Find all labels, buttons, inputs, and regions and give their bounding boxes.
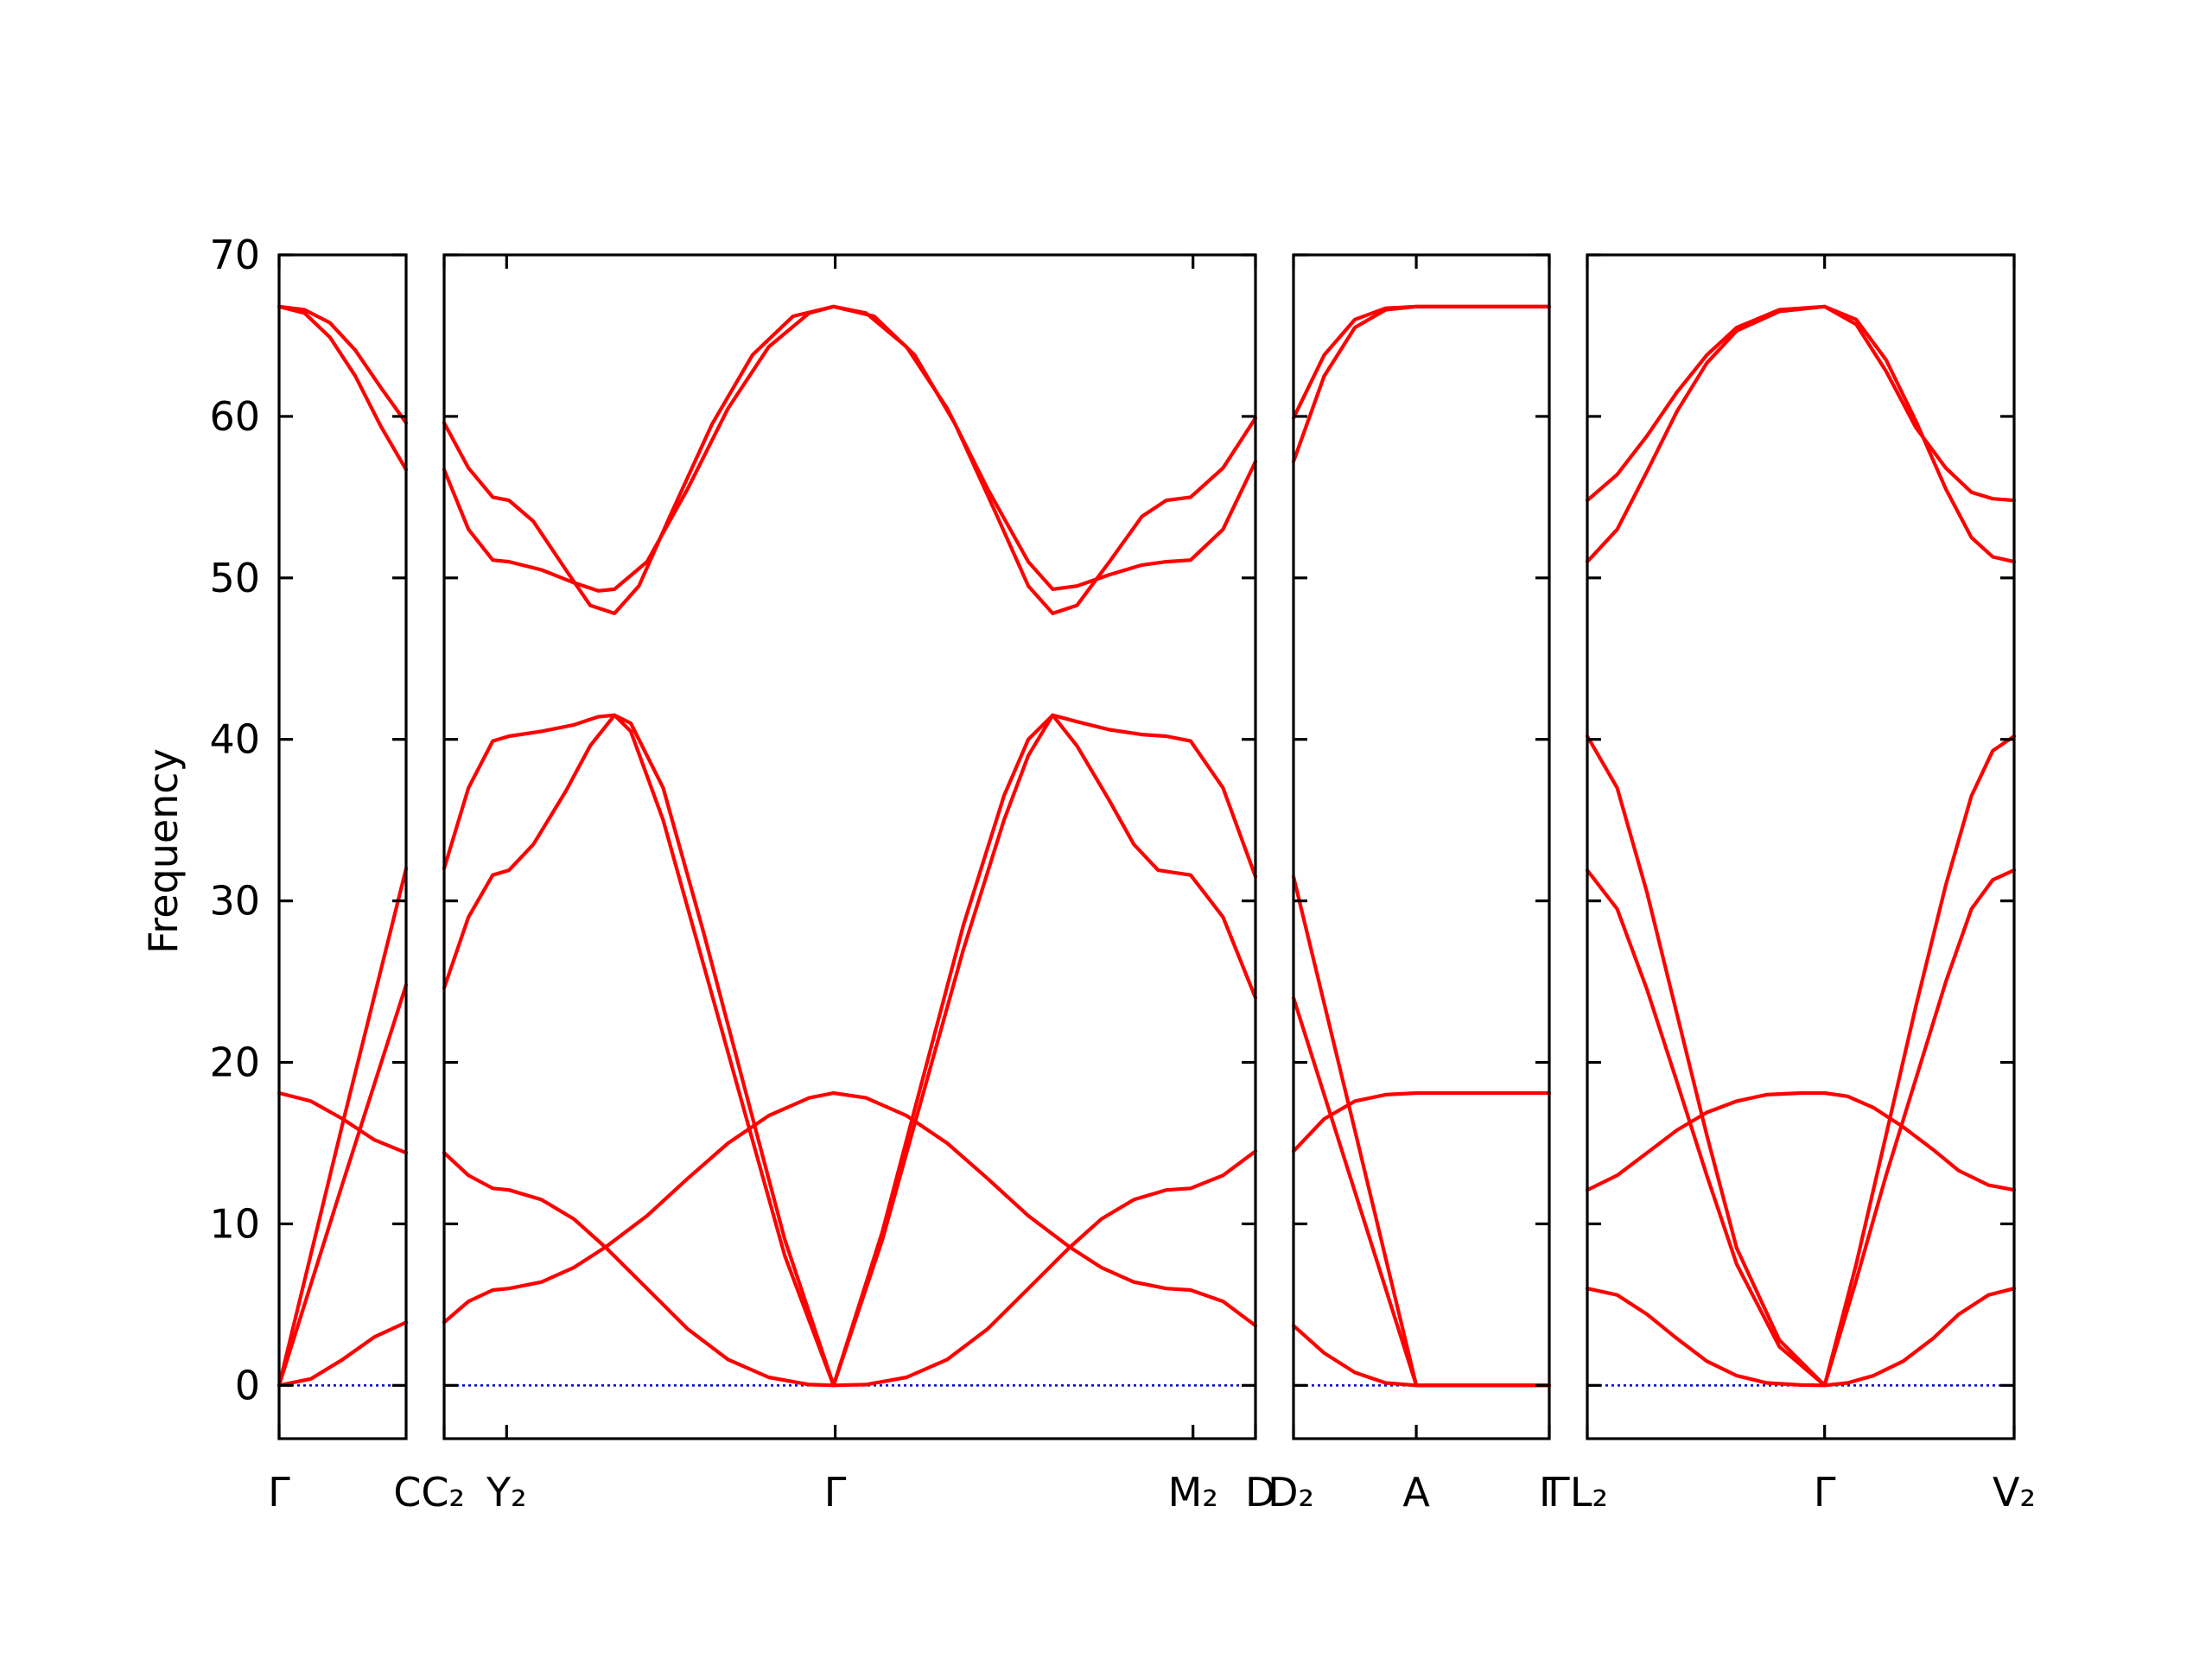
x-tick-label: Y₂ [486, 1469, 527, 1516]
band-line [1585, 304, 2017, 564]
band-line [1291, 1090, 1552, 1154]
x-tick-label: M₂ [1168, 1469, 1218, 1516]
panel-4: ΓL₂ Γ V₂ [1548, 253, 2036, 1516]
band-line [1291, 304, 1552, 420]
y-tick-label: 60 [209, 393, 260, 440]
band-line [1291, 304, 1552, 464]
x-tick-label: Γ [1814, 1469, 1836, 1516]
panel-frame [277, 253, 408, 1440]
band-line [276, 304, 409, 472]
band-line [1291, 874, 1552, 1388]
y-tick-label: 20 [209, 1039, 260, 1086]
panel-1: Γ 0 10 20 30 40 50 60 70 [209, 232, 409, 1516]
band-line [1585, 868, 2017, 1388]
x-tick-label: Γ [1539, 1469, 1561, 1516]
panel-3: D₂ A Γ [1268, 253, 1561, 1516]
band-line [442, 713, 1258, 1388]
band-line [276, 1090, 409, 1155]
y-tick-label: 50 [209, 555, 260, 601]
x-tick-label: V₂ [1993, 1469, 2036, 1516]
x-tick-label: D [1245, 1469, 1275, 1516]
band-line [1585, 734, 2017, 1388]
panel-frame [1586, 253, 2016, 1440]
y-tick-label: 0 [235, 1362, 260, 1408]
band-line [276, 867, 409, 1388]
x-tick-label: Γ [824, 1469, 847, 1516]
band-line [276, 982, 409, 1388]
y-tick-label: 40 [209, 716, 260, 763]
band-line [1585, 304, 2017, 503]
y-tick-label: 70 [209, 232, 260, 278]
band-line [1585, 1090, 2017, 1192]
band-line [442, 304, 1258, 615]
band-line [442, 304, 1258, 593]
y-tick-label: 30 [209, 878, 260, 925]
x-tick-label: Γ [268, 1469, 290, 1516]
x-tick-label: D₂ [1268, 1469, 1314, 1516]
band-line [442, 1149, 1258, 1388]
band-line [1291, 995, 1552, 1388]
x-tick-label: ΓL₂ [1548, 1469, 1608, 1516]
band-line [1291, 1324, 1552, 1388]
x-tick-label: CC₂ [393, 1469, 465, 1516]
band-line [276, 304, 409, 425]
band-line [1585, 1287, 2017, 1388]
band-line [276, 1320, 409, 1388]
panel-2: CC₂ Y₂ Γ M₂ D [393, 253, 1275, 1516]
panel-frame [442, 253, 1257, 1440]
y-tick-label: 10 [209, 1200, 260, 1247]
band-line [442, 713, 1258, 1388]
x-tick-label: A [1402, 1469, 1430, 1516]
band-line [442, 1090, 1258, 1328]
y-axis-label: Frequency [140, 748, 187, 954]
panel-frame [1292, 253, 1551, 1440]
